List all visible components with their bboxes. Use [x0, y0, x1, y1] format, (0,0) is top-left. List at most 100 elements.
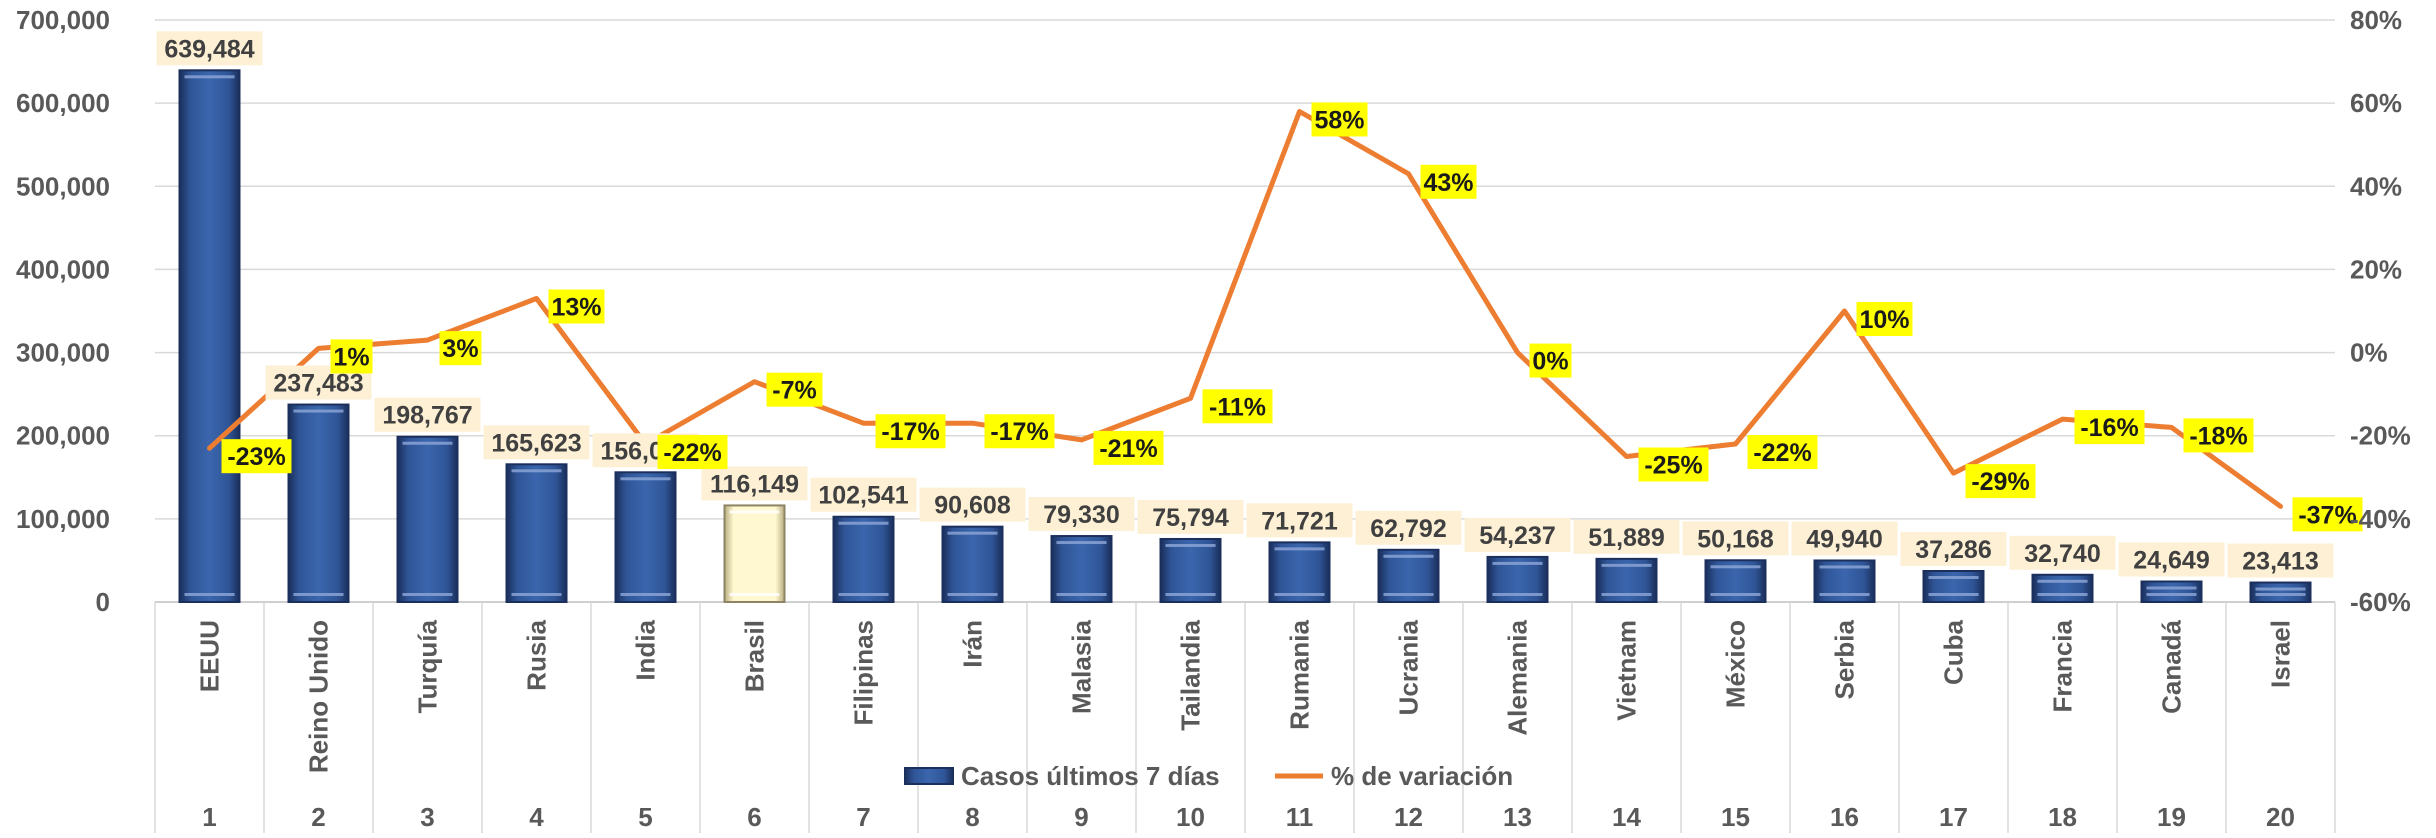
- bar-value-label-bg: [2227, 543, 2334, 578]
- rank-label: 5: [638, 802, 652, 832]
- rank-label: 19: [2157, 802, 2186, 832]
- rank-label: 13: [1503, 802, 1532, 832]
- category-label: Irán: [958, 620, 988, 668]
- bar: [2031, 573, 2094, 604]
- bar-value-label: 71,721: [1261, 507, 1338, 535]
- category-label: Filipinas: [849, 620, 879, 725]
- y-left-tick-label: 600,000: [16, 88, 110, 118]
- bar-bevel-top: [1165, 543, 1216, 547]
- bar-bevel-bottom: [184, 593, 235, 596]
- rank-label: 2: [311, 802, 325, 832]
- category-label: Malasia: [1067, 619, 1097, 713]
- category-label: México: [1721, 620, 1751, 708]
- bar-value-label-bg: [483, 425, 590, 460]
- line-point: [1298, 110, 1301, 113]
- bar: [614, 471, 677, 603]
- bar-bevel-bottom: [402, 593, 453, 596]
- category-label: Serbia: [1830, 619, 1860, 699]
- bar-value-label: 50,168: [1697, 525, 1774, 553]
- bar-value-label: 32,740: [2024, 540, 2100, 568]
- bar-value-label-bg: [1028, 497, 1135, 532]
- y-right-tick-label: -40%: [2350, 504, 2411, 534]
- rank-label: 9: [1074, 802, 1088, 832]
- bar-series: [178, 69, 2312, 604]
- y-left-tick-label: 0: [96, 587, 110, 617]
- bar-bevel-bottom: [1056, 593, 1107, 596]
- category-label: Rusia: [522, 619, 552, 690]
- pct-label-bg: [1529, 343, 1572, 378]
- rank-label: 4: [529, 802, 544, 832]
- bar-bevel-top: [1056, 541, 1107, 545]
- line-point: [1843, 310, 1846, 312]
- bar-value-label: 51,889: [1588, 524, 1664, 552]
- pct-label-bg: [1747, 435, 1818, 470]
- pct-label: 10%: [1859, 306, 1909, 334]
- gridlines: [155, 19, 2335, 603]
- rank-label: 3: [420, 802, 434, 832]
- pct-label: 3%: [442, 335, 478, 363]
- pct-label: -37%: [2298, 501, 2356, 529]
- line-point: [862, 422, 865, 425]
- line-point: [317, 347, 320, 350]
- category-label: Francia: [2048, 619, 2078, 712]
- bar-value-label-bg: [2118, 542, 2225, 577]
- bar-bevel-bottom: [1819, 593, 1870, 596]
- bar-bevel-bottom: [1383, 593, 1434, 596]
- pct-label-bg: [875, 414, 946, 449]
- bar-value-label-bg: [1355, 510, 1462, 545]
- y-left-tick-label: 400,000: [16, 254, 110, 284]
- rank-label: 8: [965, 802, 979, 832]
- category-label: Canadá: [2157, 619, 2187, 713]
- category-label: Brasil: [740, 620, 770, 692]
- axes: 0 100,000 200,000 300,000 400,000 500,000 600,…: [16, 5, 2411, 617]
- pct-label-bg: [1202, 389, 1273, 424]
- line-point: [2061, 418, 2064, 421]
- rank-label: 7: [856, 802, 870, 832]
- bar: [1268, 541, 1331, 604]
- pct-label: 43%: [1423, 169, 1473, 197]
- pct-label: -11%: [1209, 393, 1266, 421]
- legend-bar-label: Casos últimos 7 días: [961, 761, 1220, 791]
- bar-bevel-top: [1819, 565, 1870, 569]
- rank-label: 20: [2266, 802, 2295, 832]
- category-label: Tailandia: [1176, 619, 1206, 730]
- pct-label-bg: [984, 414, 1055, 449]
- bar-bevel-bottom: [838, 593, 889, 596]
- line-point: [1516, 351, 1519, 354]
- bar-bevel-top: [184, 75, 235, 79]
- bar-value-label-bg: [156, 31, 263, 66]
- bar-bevel-top: [511, 469, 562, 473]
- bar-bevel-bottom: [293, 593, 344, 596]
- pct-label: -29%: [1971, 468, 2029, 496]
- category-label: Reino Unido: [304, 620, 334, 773]
- line-point: [1080, 438, 1083, 441]
- rank-label: 6: [747, 802, 761, 832]
- pct-label-bg: [657, 435, 728, 470]
- bar-value-label: 116,149: [710, 470, 799, 498]
- rank-label: 11: [1286, 802, 1314, 832]
- y-right-tick-label: 60%: [2350, 88, 2402, 118]
- bar: [1050, 535, 1113, 604]
- pct-label-bg: [2074, 410, 2145, 445]
- pct-label: -16%: [2080, 414, 2138, 442]
- bar-bevel-bottom: [1274, 593, 1325, 596]
- bar: [505, 463, 568, 603]
- line-point: [2279, 505, 2282, 508]
- bar-value-label-bg: [810, 477, 917, 512]
- bar-value-label-bg: [919, 487, 1026, 522]
- bar-bevel-bottom: [511, 593, 562, 596]
- bar: [396, 435, 459, 603]
- bar-bevel-bottom: [620, 593, 671, 596]
- y-left-tick-label: 300,000: [16, 338, 110, 368]
- bar-value-label-bg: [1682, 521, 1789, 556]
- y-left-tick-label: 500,000: [16, 171, 110, 201]
- line-point: [971, 422, 974, 425]
- bar-value-label-bg: [701, 466, 808, 501]
- pct-label: 0%: [1532, 348, 1568, 376]
- bar-value-label: 237,483: [273, 370, 363, 398]
- bar-bevel-bottom: [1710, 593, 1761, 596]
- y-right-tick-label: 20%: [2350, 254, 2402, 284]
- line-point: [1952, 472, 1955, 475]
- line-point: [753, 380, 756, 383]
